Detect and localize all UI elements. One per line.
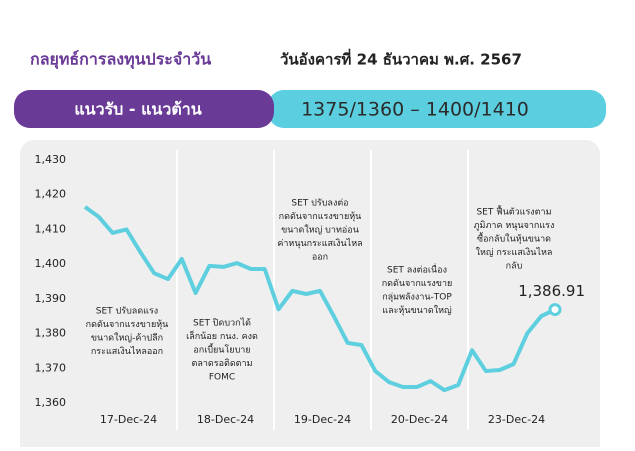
- y-tick-label: 1,400: [35, 257, 67, 270]
- y-tick-label: 1,430: [35, 153, 67, 166]
- annotation: กลุ่มพลังงาน-TOP: [382, 293, 452, 303]
- annotation: ใหญ่ กระแสเงินไหล: [476, 247, 553, 258]
- annotation: FOMC: [209, 373, 235, 383]
- band-right: [268, 90, 606, 128]
- y-tick-label: 1,390: [35, 292, 67, 305]
- annotation: SET ปิดบวกได้: [193, 318, 251, 329]
- annotation: กดดันจากแรงขาย: [382, 279, 453, 289]
- annotation: SET ฟื้นตัวแรงตาม: [476, 205, 551, 218]
- band-label: แนวรับ - แนวต้าน: [74, 100, 201, 119]
- annotation: กดดันจากแรงขายหุ้น: [279, 211, 362, 222]
- x-tick-label: 17-Dec-24: [100, 413, 157, 426]
- annotation: SET ลงต่อเนื่อง: [387, 263, 447, 276]
- annotation: เล็กน้อย กนง. คงด: [186, 329, 258, 342]
- end-point: [548, 303, 562, 317]
- y-tick-label: 1,360: [35, 396, 67, 409]
- annotation: กระแสเงินไหลออก: [91, 346, 163, 357]
- x-tick-label: 19-Dec-24: [294, 413, 351, 426]
- annotation: ขนาดใหญ่-ค้าปลีก: [91, 333, 163, 344]
- annotation: ค่าหนุนกระแสเงินไหล: [277, 238, 362, 249]
- annotation: กดดันจากแรงขายหุ้น: [86, 319, 169, 330]
- x-tick-label: 20-Dec-24: [391, 413, 448, 426]
- y-tick-label: 1,420: [35, 188, 67, 201]
- annotation: และหุ้นขนาดใหญ่: [382, 305, 452, 316]
- y-tick-label: 1,370: [35, 361, 67, 374]
- date: วันอังคารที่ 24 ธันวาคม พ.ศ. 2567: [280, 49, 522, 69]
- annotation: SET ปรับลดแรง: [96, 307, 158, 317]
- value-label: 1,386.91: [518, 282, 585, 300]
- x-tick-label: 23-Dec-24: [488, 413, 545, 426]
- annotation: ซื้อกลับในหุ้นขนาด: [477, 232, 551, 245]
- price-line: [83, 205, 556, 393]
- annotation: SET ปรับลงต่อ: [291, 199, 348, 209]
- annotation: ขนาดใหญ่ บาทอ่อน: [281, 225, 359, 236]
- title: กลยุทธ์การลงทุนประจำวัน: [30, 50, 211, 70]
- y-tick-label: 1,380: [35, 327, 67, 340]
- x-tick-label: 18-Dec-24: [197, 413, 254, 426]
- band-left: [14, 90, 274, 128]
- annotation: อกเบี้ยนโยบาย: [193, 343, 250, 356]
- chart-panel: [20, 140, 600, 451]
- plot: 17-Dec-24 18-Dec-24 19-Dec-24 20-Dec-24 23-D…: [35, 150, 585, 430]
- annotation: ตลาดรอติดตาม: [191, 358, 252, 369]
- annotation: ภูมิภาค หนุนจากแรง: [474, 220, 555, 231]
- y-tick-label: 1,410: [35, 222, 67, 235]
- band-value: 1375/1360 – 1400/1410: [301, 99, 529, 121]
- annotation: ออก: [312, 253, 328, 263]
- annotation: กลับ: [506, 262, 523, 272]
